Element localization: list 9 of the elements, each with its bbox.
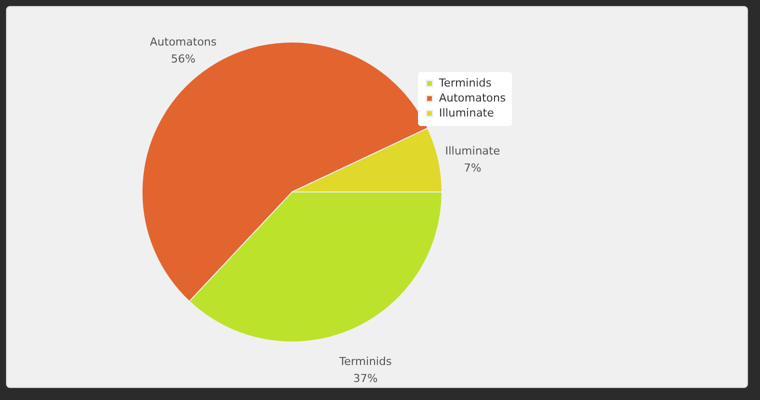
legend-label: Automatons [439, 92, 506, 104]
data-label: 56% [171, 52, 196, 66]
slice-label: Automatons [150, 35, 217, 48]
slice-label: Terminids [338, 354, 392, 368]
legend-label: Terminids [438, 76, 492, 90]
data-label: 37% [353, 372, 378, 385]
legend-label: Illuminate [439, 106, 494, 120]
slice-label: Illuminate [445, 144, 500, 158]
data-label: 7% [464, 162, 482, 175]
